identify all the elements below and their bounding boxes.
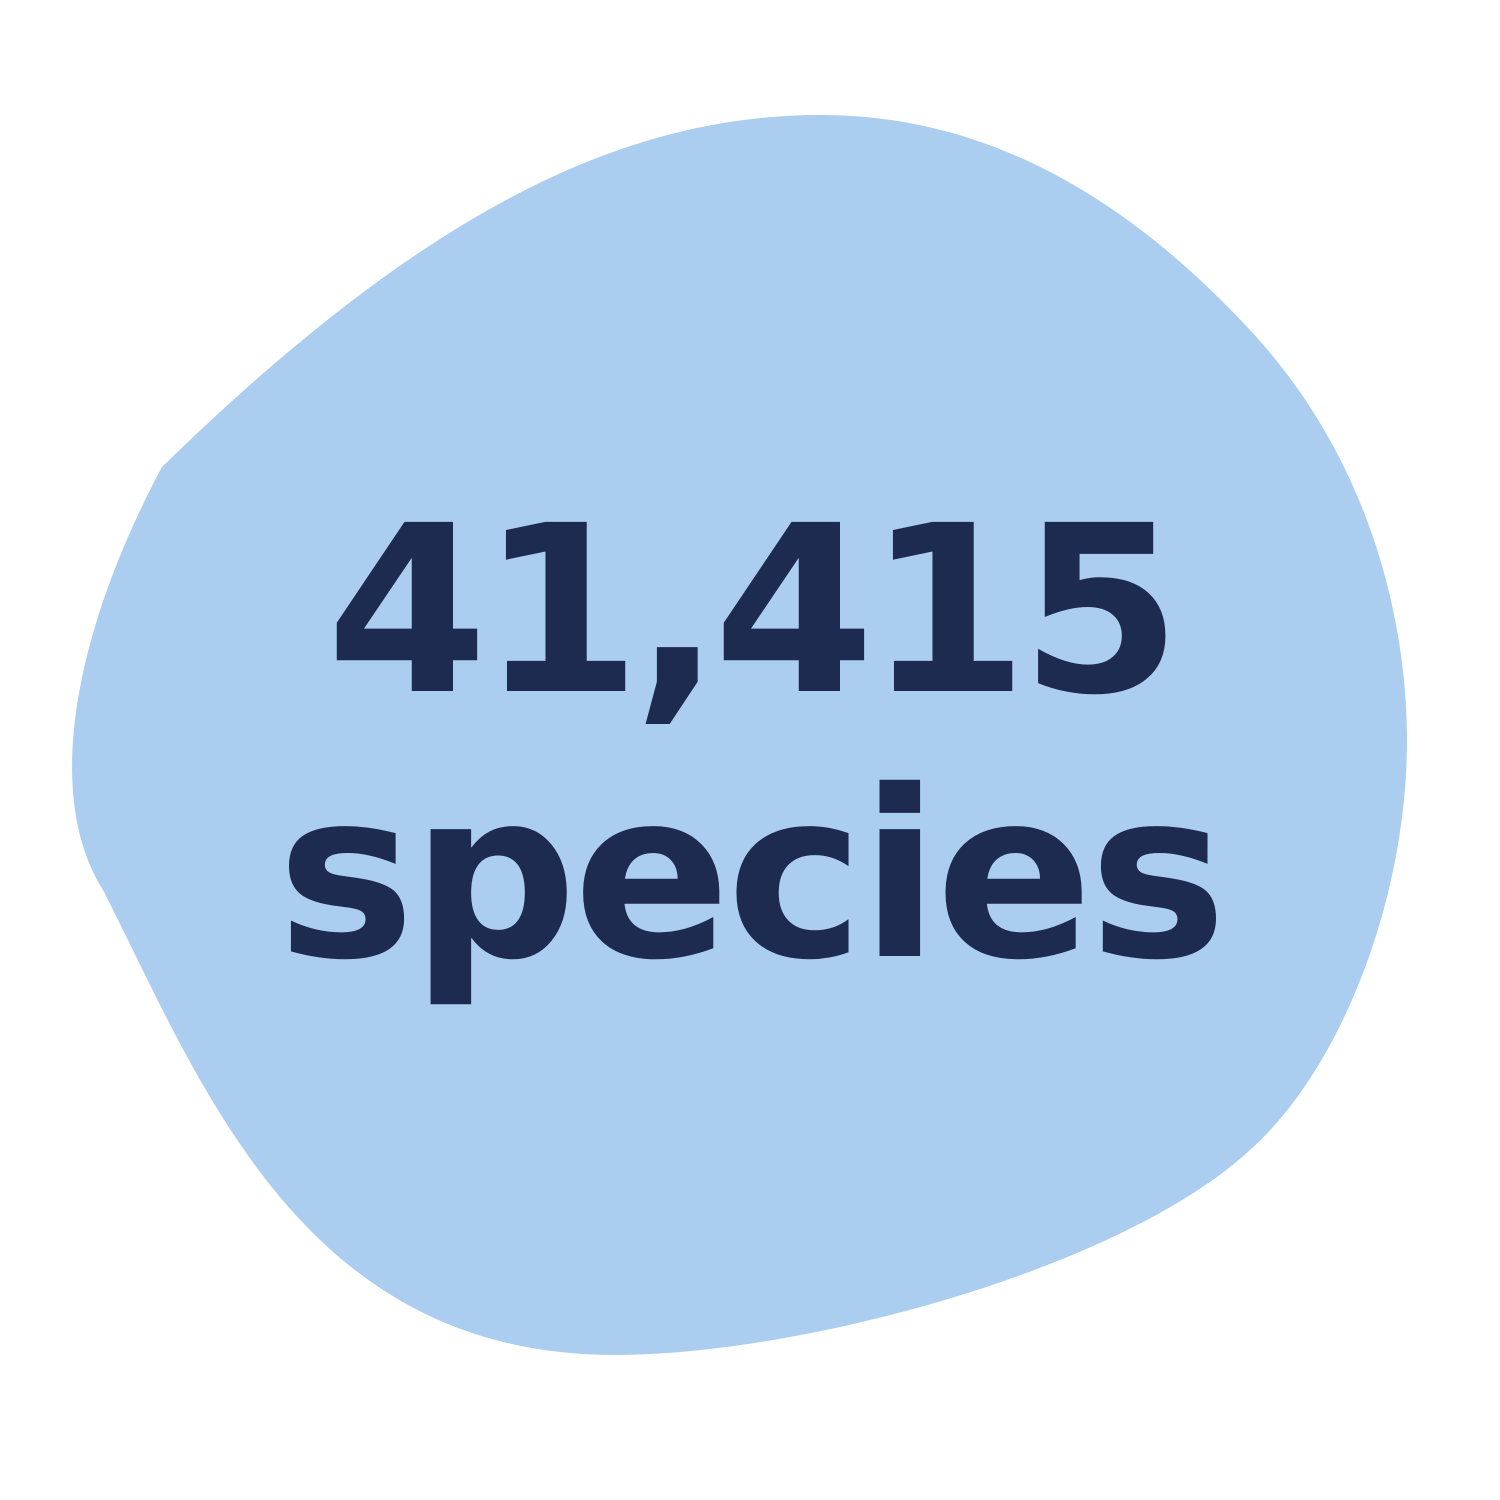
stat-label: species <box>277 741 1227 1011</box>
stat-number: 41,415 <box>326 476 1181 746</box>
blob-fill <box>72 115 1407 1355</box>
